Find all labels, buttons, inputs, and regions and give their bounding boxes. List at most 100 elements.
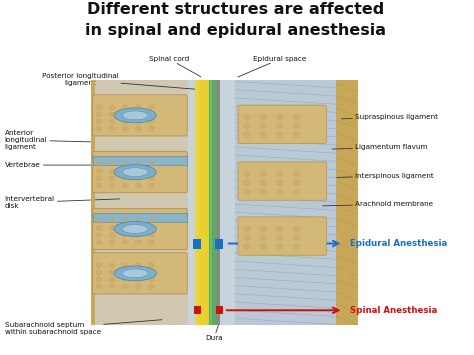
Circle shape [293,132,300,137]
Bar [195,80,200,325]
Text: Anterior
longitudinal
ligament: Anterior longitudinal ligament [5,130,94,150]
Circle shape [109,284,115,289]
Circle shape [96,119,101,124]
Text: in spinal and epidural anesthesia: in spinal and epidural anesthesia [85,23,386,38]
Circle shape [277,124,283,129]
Text: Different structures are affected: Different structures are affected [87,2,384,17]
Bar [218,80,220,325]
Circle shape [136,112,141,116]
Circle shape [109,162,115,166]
Circle shape [109,112,115,116]
Text: Spinal Anesthesia: Spinal Anesthesia [350,306,438,315]
Circle shape [149,284,155,289]
Circle shape [293,226,300,231]
Circle shape [277,244,283,249]
Circle shape [122,112,128,116]
Circle shape [122,263,128,267]
Circle shape [149,270,155,274]
Circle shape [293,124,300,129]
FancyBboxPatch shape [93,152,187,193]
FancyBboxPatch shape [93,95,187,136]
Text: Supraspinous ligament: Supraspinous ligament [341,114,438,120]
Circle shape [149,183,155,187]
FancyBboxPatch shape [238,217,327,255]
Circle shape [109,233,115,237]
Text: Intervertebral
disk: Intervertebral disk [5,196,119,209]
Circle shape [136,284,141,289]
Circle shape [260,235,267,240]
Circle shape [96,219,101,223]
Circle shape [149,240,155,244]
Circle shape [260,244,267,249]
Circle shape [244,235,250,240]
FancyBboxPatch shape [93,208,187,250]
Circle shape [149,219,155,223]
Bar [93,156,187,165]
Ellipse shape [114,108,156,123]
Bar [93,213,187,222]
Ellipse shape [122,225,148,234]
Circle shape [293,180,300,185]
Bar [195,80,210,325]
Circle shape [136,176,141,180]
Ellipse shape [114,222,156,236]
Circle shape [109,119,115,124]
Circle shape [244,180,250,185]
Circle shape [244,244,250,249]
Bar [215,80,217,325]
Circle shape [260,171,267,176]
Circle shape [109,277,115,282]
Circle shape [96,183,101,187]
Circle shape [293,189,300,194]
Circle shape [260,132,267,137]
Text: Epidural space: Epidural space [238,56,307,77]
Circle shape [136,270,141,274]
Circle shape [277,235,283,240]
Circle shape [149,169,155,173]
Circle shape [122,240,128,244]
Circle shape [136,162,141,166]
Circle shape [149,162,155,166]
Circle shape [96,270,101,274]
Bar [235,80,357,325]
Circle shape [96,233,101,237]
Circle shape [277,189,283,194]
Circle shape [293,115,300,120]
Ellipse shape [122,168,148,176]
Circle shape [244,115,250,120]
Ellipse shape [114,266,156,281]
Bar [92,80,357,325]
Circle shape [244,124,250,129]
Circle shape [96,162,101,166]
Circle shape [149,277,155,282]
Circle shape [136,233,141,237]
Circle shape [109,105,115,109]
Bar [210,80,218,325]
Circle shape [149,105,155,109]
Circle shape [277,171,283,176]
Ellipse shape [122,111,148,120]
FancyBboxPatch shape [238,105,327,143]
Circle shape [260,226,267,231]
Bar [337,80,357,325]
Circle shape [122,270,128,274]
Bar [217,306,223,314]
Circle shape [260,124,267,129]
Circle shape [109,183,115,187]
Circle shape [96,105,101,109]
Circle shape [122,119,128,124]
Circle shape [136,126,141,131]
Circle shape [136,169,141,173]
Circle shape [244,226,250,231]
Bar [91,80,95,325]
Text: Spinal cord: Spinal cord [149,56,201,77]
Circle shape [136,119,141,124]
Circle shape [149,233,155,237]
Circle shape [122,183,128,187]
Circle shape [244,171,250,176]
Bar [210,80,212,325]
Circle shape [96,277,101,282]
Circle shape [244,132,250,137]
Circle shape [96,263,101,267]
Circle shape [122,226,128,230]
